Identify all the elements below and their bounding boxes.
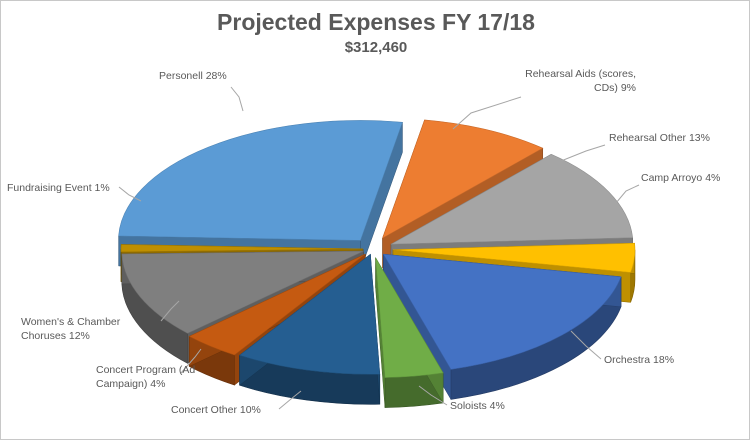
slice-label-3: Camp Arroyo 4% xyxy=(641,172,720,184)
pie-slice-6 xyxy=(238,253,381,405)
leader-line-9 xyxy=(118,186,142,202)
chart-title: Projected Expenses FY 17/18 xyxy=(217,9,535,35)
leader-line-1 xyxy=(452,96,522,130)
leader-line-10 xyxy=(230,86,244,112)
leader-line-7 xyxy=(180,348,202,374)
leader-line-4 xyxy=(570,330,602,360)
slice-label-2: Rehearsal Other 13% xyxy=(609,132,710,144)
leader-line-2 xyxy=(560,144,606,162)
slice-label-6: Concert Other 10% xyxy=(171,404,261,416)
leader-line-5 xyxy=(418,385,448,406)
slice-label-1: Rehearsal Aids (scores, CDs) 9% xyxy=(525,68,636,94)
leader-line-6 xyxy=(278,390,302,410)
leader-line-8 xyxy=(160,300,180,322)
pie-slice-5 xyxy=(375,256,444,408)
slice-label-9: Fundraising Event 1% xyxy=(7,182,110,194)
slice-label-8: Women's & Chamber Choruses 12% xyxy=(21,316,121,342)
slice-label-10: Personell 28% xyxy=(159,70,227,82)
slice-label-4: Orchestra 18% xyxy=(604,354,674,366)
slice-label-7: Concert Program (Ad Campaign) 4% xyxy=(96,364,195,390)
slice-label-5: Soloists 4% xyxy=(450,400,505,412)
chart-subtitle: $312,460 xyxy=(344,39,408,56)
leader-line-3 xyxy=(615,184,640,204)
